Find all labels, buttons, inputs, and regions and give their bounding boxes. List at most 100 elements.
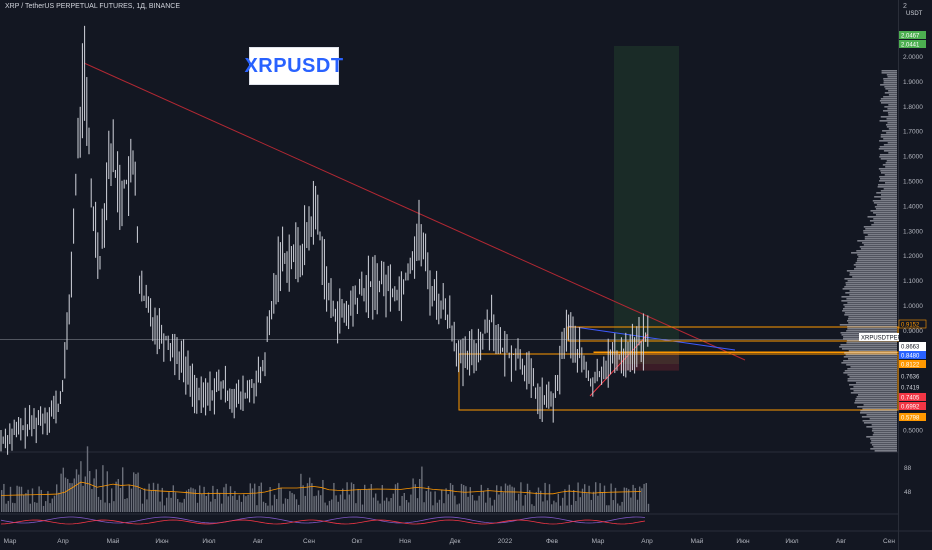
- volume-bar: [302, 485, 304, 512]
- volume-bar: [177, 498, 179, 512]
- volume-bar: [262, 501, 265, 512]
- volume-bar: [621, 501, 623, 512]
- time-axis-label: Апр: [57, 538, 69, 545]
- volume-bar: [86, 446, 89, 512]
- volume-bar: [361, 504, 364, 512]
- volume-bar: [474, 500, 476, 512]
- volume-bar: [526, 483, 529, 512]
- volume-bar: [287, 499, 289, 512]
- volume-bar: [394, 484, 397, 512]
- volume-profile-bar: [878, 148, 897, 150]
- volume-bar: [625, 487, 628, 512]
- volume-profile-bar: [847, 358, 897, 360]
- volume-bar: [317, 490, 320, 512]
- volume-bar: [423, 502, 425, 512]
- volume-bar: [595, 482, 597, 512]
- volume-bar: [441, 489, 443, 512]
- volume-bar: [113, 501, 115, 512]
- volume-profile-bar: [881, 72, 897, 74]
- volume-bar: [333, 482, 335, 512]
- volume-bar: [372, 497, 375, 512]
- time-axis-label: Ноя: [399, 538, 411, 545]
- volume-profile-bar: [873, 202, 897, 204]
- volume-profile-bar: [857, 258, 897, 260]
- volume-bar: [311, 483, 313, 512]
- volume-profile-bar: [844, 286, 897, 288]
- volume-bar: [221, 503, 223, 512]
- volume-bar: [507, 485, 509, 512]
- volume-bar: [540, 490, 542, 512]
- volume-profile-bar: [885, 88, 897, 90]
- price-axis[interactable]: [898, 0, 932, 550]
- volume-bar: [238, 495, 240, 512]
- volume-profile-bar: [863, 422, 897, 424]
- volume-profile-bar: [875, 214, 897, 216]
- volume-profile-bar: [842, 308, 897, 310]
- indicator-signal-line: [0, 519, 646, 525]
- rising-support-line: [589, 333, 649, 397]
- volume-bar: [124, 498, 126, 512]
- volume-tick-label: 88: [904, 465, 912, 472]
- volume-bar: [452, 484, 454, 512]
- volume-bar: [34, 502, 36, 512]
- price-badge-label: 0.8122: [901, 363, 920, 369]
- volume-bar: [320, 495, 322, 512]
- volume-profile-bar: [888, 94, 897, 96]
- volume-bar: [496, 485, 498, 512]
- volume-profile-bar: [871, 430, 897, 432]
- price-badge: [859, 333, 899, 341]
- volume-profile-bar: [850, 366, 897, 368]
- volume-bar: [551, 504, 553, 512]
- volume-profile-bar: [847, 378, 897, 380]
- volume-bar: [25, 493, 27, 512]
- volume-bar: [458, 503, 460, 512]
- price-badge-label: XRPUSDTPERP: [861, 336, 906, 342]
- volume-profile-bar: [863, 232, 897, 234]
- price-tick-label: 0.9000: [903, 328, 923, 335]
- volume-bar: [58, 492, 60, 512]
- volume-bar: [449, 483, 452, 512]
- volume-bar: [608, 505, 610, 512]
- volume-profile-bar: [878, 184, 897, 186]
- volume-bar: [581, 488, 584, 512]
- volume-bar: [172, 485, 174, 512]
- volume-profile-bar: [856, 260, 897, 262]
- price-badge-label: 0.6992: [901, 405, 920, 411]
- volume-bar: [467, 496, 469, 512]
- volume-bar: [249, 483, 251, 512]
- volume-profile-bar: [881, 70, 897, 72]
- volume-bar: [207, 492, 210, 512]
- volume-bar: [152, 482, 155, 512]
- price-tick-label: 1.6000: [903, 154, 923, 161]
- volume-profile-bar: [844, 312, 897, 314]
- volume-bar: [181, 502, 183, 512]
- volume-bar: [346, 482, 348, 512]
- volume-bar: [570, 504, 573, 512]
- volume-bar: [163, 505, 166, 512]
- volume-bar: [427, 486, 430, 512]
- volume-bar: [273, 494, 276, 512]
- volume-bar: [647, 503, 650, 512]
- volume-bar: [278, 483, 280, 512]
- volume-bar: [416, 498, 419, 512]
- time-axis-label: Фев: [546, 538, 559, 545]
- volume-bar: [251, 488, 254, 512]
- volume-bar: [71, 483, 73, 512]
- volume-bar: [133, 472, 135, 512]
- volume-bar: [612, 500, 614, 512]
- volume-bar: [529, 490, 531, 512]
- volume-profile-bar: [882, 130, 897, 132]
- volume-profile-bar: [870, 448, 897, 450]
- volume-bar: [410, 494, 412, 512]
- currency-unit-label[interactable]: USDT: [906, 11, 923, 17]
- volume-profile-bar: [872, 200, 897, 202]
- volume-profile-bar: [871, 424, 897, 426]
- volume-bar: [443, 503, 445, 512]
- volume-bar: [478, 495, 480, 512]
- volume-profile-bar: [857, 406, 897, 408]
- volume-profile-bar: [887, 142, 897, 144]
- volume-profile-bar: [883, 82, 897, 84]
- volume-bar: [7, 500, 9, 512]
- volume-bar: [12, 502, 14, 512]
